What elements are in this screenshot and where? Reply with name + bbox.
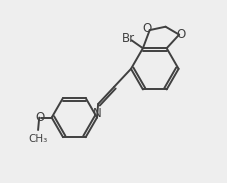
Text: N: N — [92, 107, 101, 120]
Text: O: O — [36, 111, 45, 124]
Text: O: O — [142, 22, 151, 35]
Text: O: O — [175, 28, 185, 41]
Text: Br: Br — [121, 31, 134, 44]
Text: CH₃: CH₃ — [28, 134, 47, 144]
